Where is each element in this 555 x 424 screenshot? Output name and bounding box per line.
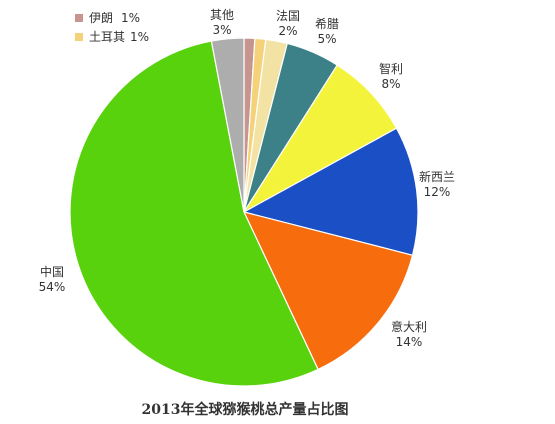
legend-swatch-iran	[75, 14, 83, 22]
legend-item-turkey: 土耳其 1%	[75, 30, 149, 44]
slice-percent-label-7: 54%	[39, 280, 66, 294]
slice-percent-label-3: 5%	[317, 32, 336, 46]
pie-slices	[69, 37, 419, 387]
slice-name-label-5: 新西兰	[419, 169, 455, 184]
legend: 伊朗 1% 土耳其 1%	[75, 11, 149, 44]
legend-label-iran: 伊朗	[89, 11, 113, 25]
slice-percent-label-2: 2%	[278, 24, 297, 38]
pie-slice-8	[210, 37, 245, 213]
slice-name-label-6: 意大利	[391, 319, 427, 334]
slice-percent-label-8: 3%	[212, 23, 231, 37]
slice-name-label-4: 智利	[379, 61, 403, 76]
chart-title: 2013年全球猕猴桃总产量占比图	[142, 401, 349, 418]
legend-value-turkey: 1%	[130, 30, 149, 44]
slice-name-label-8: 其他	[210, 8, 234, 22]
legend-value-iran: 1%	[121, 11, 140, 25]
pie-slice-7	[69, 40, 319, 387]
slice-name-label-3: 希腊	[315, 16, 339, 31]
slice-percent-label-5: 12%	[424, 185, 451, 199]
legend-label-turkey: 土耳其	[89, 30, 125, 44]
slice-percent-label-6: 14%	[396, 335, 423, 349]
legend-swatch-turkey	[75, 33, 83, 41]
slice-name-label-2: 法国	[276, 9, 300, 23]
legend-item-iran: 伊朗 1%	[75, 11, 140, 25]
pie-slice-6	[242, 211, 414, 371]
slice-percent-label-4: 8%	[381, 77, 400, 91]
slice-name-label-7: 中国	[40, 264, 64, 279]
pie-slice-5	[242, 127, 419, 257]
